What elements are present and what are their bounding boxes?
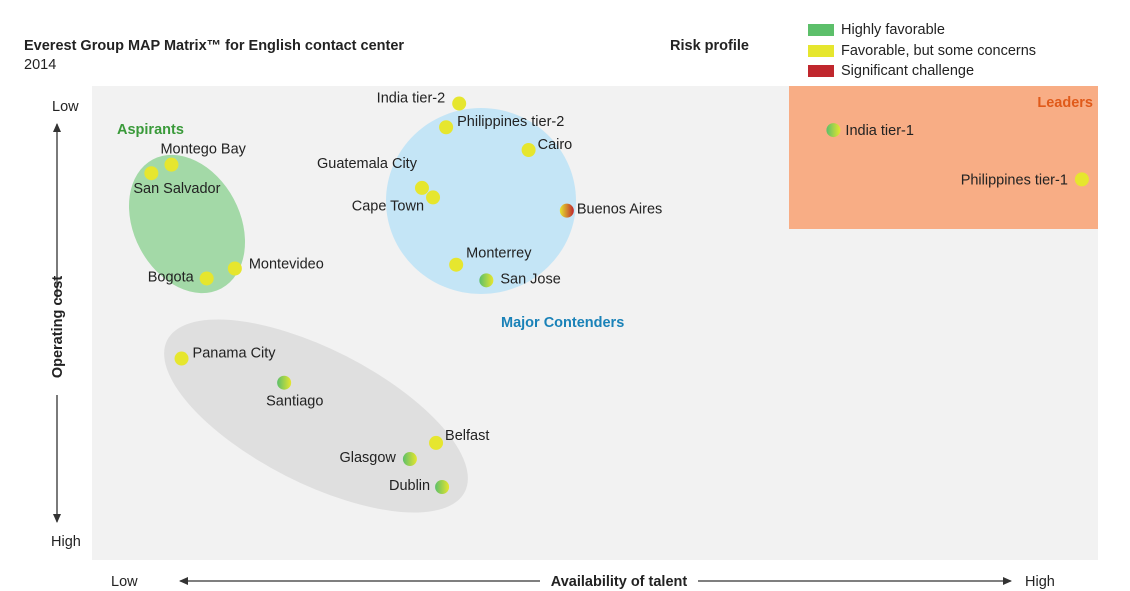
- aspirants-zone: [128, 154, 246, 294]
- legend-item-favorable: Favorable, but some concerns: [808, 41, 1036, 62]
- point-india-tier-1: [826, 123, 841, 138]
- label-cairo: Cairo: [538, 137, 573, 153]
- label-dublin: Dublin: [389, 478, 430, 494]
- point-belfast: [429, 435, 444, 450]
- legend-label: Significant challenge: [841, 63, 975, 80]
- point-panama-city: [174, 351, 189, 366]
- legend-label: Favorable, but some concerns: [841, 42, 1037, 59]
- chart-title: Everest Group MAP Matrix™ for English co…: [24, 38, 405, 54]
- aspirants-label: Aspirants: [117, 122, 184, 138]
- label-san-salvador: San Salvador: [133, 181, 220, 197]
- point-san-salvador: [144, 166, 159, 181]
- legend: Highly favorable Favorable, but some con…: [808, 20, 1036, 82]
- point-montevideo: [227, 261, 242, 276]
- x-axis-high-label: High: [1025, 574, 1055, 590]
- chart-subtitle: 2014: [24, 57, 57, 73]
- x-axis-low-label: Low: [111, 574, 138, 590]
- point-montego-bay: [164, 157, 179, 172]
- label-india-tier-1: India tier-1: [845, 123, 914, 139]
- label-panama-city: Panama City: [193, 346, 277, 362]
- point-glasgow: [402, 452, 417, 467]
- point-santiago: [277, 375, 292, 390]
- point-bogota: [199, 271, 214, 286]
- y-axis-low-label: Low: [52, 99, 79, 115]
- x-axis-title: Availability of talent: [551, 574, 688, 590]
- point-philippines-tier-1: [1074, 172, 1089, 187]
- emerging-zone: [164, 319, 468, 513]
- point-monterrey: [449, 257, 464, 272]
- label-india-tier-2: India tier-2: [377, 91, 446, 107]
- major-contenders-label: Major Contenders: [501, 315, 624, 331]
- leaders-zone: [789, 86, 1098, 229]
- legend-swatch-yellow: [808, 44, 834, 57]
- point-guatemala-city: [414, 180, 429, 195]
- point-cape-town: [426, 190, 441, 205]
- legend-item-significant-challenge: Significant challenge: [808, 61, 1036, 82]
- legend-label: Highly favorable: [841, 22, 945, 39]
- label-philippines-tier-1: Philippines tier-1: [961, 172, 1068, 188]
- data-points: [144, 96, 1089, 495]
- point-buenos-aires: [559, 203, 574, 218]
- risk-profile-title: Risk profile: [670, 38, 749, 54]
- label-belfast: Belfast: [445, 428, 489, 444]
- point-san-jose: [479, 273, 494, 288]
- legend-swatch-red: [808, 65, 834, 78]
- label-montego-bay: Montego Bay: [160, 142, 246, 158]
- legend-item-highly-favorable: Highly favorable: [808, 20, 1036, 41]
- data-labels: India tier-2 Philippines tier-2 Cairo Guate…: [133, 91, 1068, 494]
- label-santiago: Santiago: [266, 394, 323, 410]
- point-dublin: [435, 480, 450, 495]
- label-monterrey: Monterrey: [466, 246, 532, 262]
- label-bogota: Bogota: [148, 269, 195, 285]
- label-philippines-tier-2: Philippines tier-2: [457, 114, 564, 130]
- label-san-jose: San Jose: [500, 271, 560, 287]
- label-cape-town: Cape Town: [352, 198, 424, 214]
- leaders-label: Leaders: [1037, 95, 1093, 111]
- label-montevideo: Montevideo: [249, 256, 324, 272]
- label-buenos-aires: Buenos Aires: [577, 202, 662, 218]
- y-axis-high-label: High: [51, 534, 81, 550]
- y-axis-title: Operating cost: [50, 276, 66, 378]
- legend-swatch-green: [808, 24, 834, 37]
- point-philippines-tier-2: [439, 120, 454, 135]
- point-cairo: [521, 142, 536, 157]
- point-india-tier-2: [452, 96, 467, 111]
- label-guatemala-city: Guatemala City: [317, 156, 418, 172]
- label-glasgow: Glasgow: [339, 450, 396, 466]
